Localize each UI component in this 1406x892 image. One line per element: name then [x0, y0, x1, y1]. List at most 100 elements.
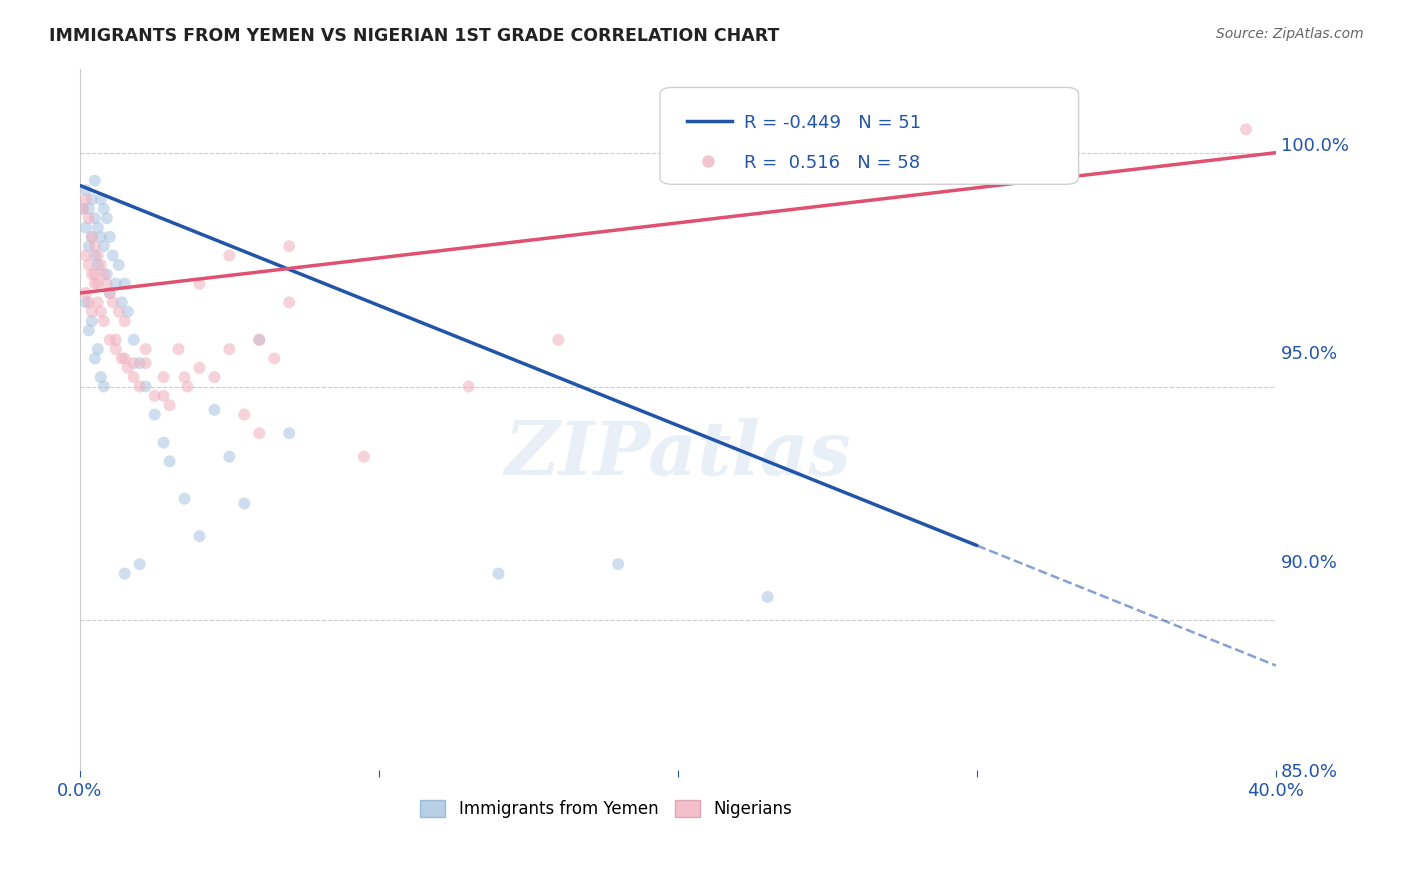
Point	[96, 211, 118, 226]
Point	[87, 277, 110, 291]
Point	[135, 342, 157, 356]
Point	[114, 351, 136, 366]
Point	[80, 314, 103, 328]
Point	[90, 258, 112, 272]
Point	[111, 295, 134, 310]
Point	[218, 450, 240, 464]
Point	[75, 183, 97, 197]
Point	[278, 295, 301, 310]
Point	[218, 249, 240, 263]
Point	[247, 333, 270, 347]
Point	[90, 230, 112, 244]
Point	[83, 351, 105, 366]
Point	[204, 403, 226, 417]
Point	[607, 558, 630, 572]
Point	[75, 285, 97, 300]
Point	[488, 566, 510, 581]
Point	[122, 333, 145, 347]
Point	[80, 230, 103, 244]
Point	[93, 314, 115, 328]
Point	[152, 370, 174, 384]
Point	[96, 277, 118, 291]
Point	[77, 258, 100, 272]
Point	[107, 258, 129, 272]
Point	[90, 370, 112, 384]
Point	[173, 370, 195, 384]
Point	[80, 230, 103, 244]
Point	[152, 389, 174, 403]
Point	[122, 370, 145, 384]
Point	[143, 389, 166, 403]
Point	[263, 351, 285, 366]
Point	[77, 211, 100, 226]
Point	[104, 277, 127, 291]
Point	[77, 295, 100, 310]
Point	[104, 333, 127, 347]
Point	[87, 295, 110, 310]
Point	[98, 285, 121, 300]
FancyBboxPatch shape	[659, 87, 1078, 185]
Point	[101, 249, 124, 263]
Point	[188, 277, 211, 291]
Point	[173, 491, 195, 506]
Legend: Immigrants from Yemen, Nigerians: Immigrants from Yemen, Nigerians	[413, 793, 799, 825]
Point	[83, 249, 105, 263]
Point	[756, 590, 779, 604]
Point	[233, 408, 256, 422]
Point	[87, 220, 110, 235]
Text: R = -0.449   N = 51: R = -0.449 N = 51	[744, 113, 921, 131]
Point	[128, 356, 150, 370]
Point	[90, 193, 112, 207]
Point	[93, 379, 115, 393]
Point	[75, 249, 97, 263]
Point	[159, 454, 181, 468]
Point	[75, 295, 97, 310]
Text: Source: ZipAtlas.com: Source: ZipAtlas.com	[1216, 27, 1364, 41]
Point	[83, 277, 105, 291]
Point	[80, 304, 103, 318]
Point	[1234, 122, 1257, 136]
Point	[122, 356, 145, 370]
Text: R =  0.516   N = 58: R = 0.516 N = 58	[744, 153, 920, 171]
Point	[128, 558, 150, 572]
Point	[77, 323, 100, 337]
Point	[152, 435, 174, 450]
Text: IMMIGRANTS FROM YEMEN VS NIGERIAN 1ST GRADE CORRELATION CHART: IMMIGRANTS FROM YEMEN VS NIGERIAN 1ST GR…	[49, 27, 779, 45]
Point	[104, 342, 127, 356]
Point	[83, 267, 105, 281]
Point	[80, 267, 103, 281]
Text: ZIPatlas: ZIPatlas	[505, 418, 852, 491]
Point	[87, 258, 110, 272]
Point	[143, 408, 166, 422]
Point	[188, 360, 211, 375]
Point	[77, 202, 100, 216]
Point	[72, 202, 94, 216]
Point	[457, 379, 479, 393]
Point	[98, 285, 121, 300]
Point	[114, 566, 136, 581]
Point	[111, 351, 134, 366]
Point	[114, 277, 136, 291]
Point	[247, 426, 270, 441]
Point	[353, 450, 375, 464]
Point	[93, 239, 115, 253]
Point	[117, 304, 139, 318]
Point	[72, 202, 94, 216]
Point	[167, 342, 190, 356]
Point	[75, 193, 97, 207]
Point	[75, 220, 97, 235]
Point	[83, 239, 105, 253]
Point	[98, 230, 121, 244]
Point	[233, 496, 256, 510]
Point	[98, 333, 121, 347]
Point	[107, 304, 129, 318]
Point	[87, 249, 110, 263]
Point	[278, 239, 301, 253]
Point	[204, 370, 226, 384]
Point	[135, 356, 157, 370]
Point	[80, 193, 103, 207]
Point	[96, 267, 118, 281]
Point	[93, 267, 115, 281]
Point	[128, 379, 150, 393]
Point	[87, 342, 110, 356]
